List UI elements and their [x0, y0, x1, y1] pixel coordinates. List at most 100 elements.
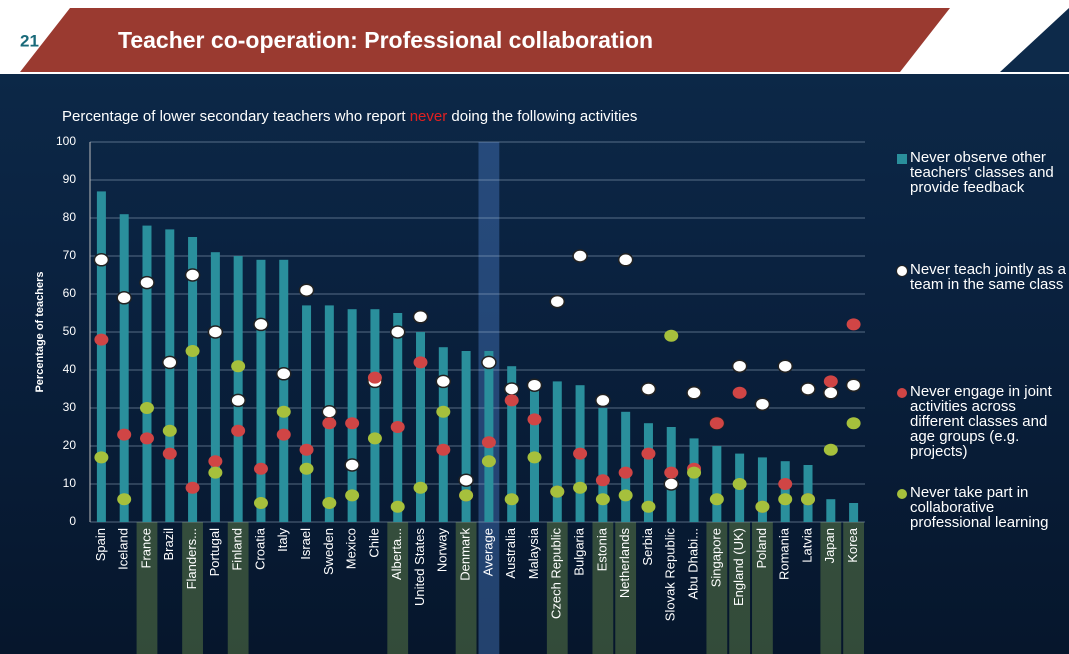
dot: [527, 413, 542, 426]
dot: [93, 253, 110, 267]
dot: [367, 432, 382, 445]
dot: [345, 489, 360, 502]
legend-label: Never engage in joint activities across …: [910, 383, 1052, 460]
dot: [299, 443, 314, 456]
dot: [435, 374, 452, 389]
dot: [846, 417, 861, 430]
dot: [185, 345, 200, 357]
x-tick-label: Average: [480, 528, 495, 576]
x-tick-label: Poland: [754, 528, 769, 568]
chart-title: Percentage of lower secondary teachers w…: [62, 108, 637, 125]
x-tick-label: Chile: [366, 528, 381, 558]
y-tick-label: 10: [63, 476, 77, 490]
dot: [299, 462, 314, 475]
slide-number: 21: [20, 31, 39, 50]
highlight-band: [455, 522, 477, 654]
dot: [231, 360, 246, 373]
legend-label: Never teach jointly as a team in the sam…: [910, 261, 1066, 293]
legend-label: Never take part in collaborative profess…: [910, 484, 1049, 531]
dot: [845, 378, 862, 392]
bar: [461, 351, 471, 522]
x-tick-label: Portugal: [207, 528, 222, 577]
bar: [96, 191, 106, 522]
dot: [617, 253, 634, 267]
x-tick-label: Netherlands: [617, 528, 632, 599]
dot: [481, 436, 496, 449]
bar: [757, 457, 767, 522]
bar: [256, 259, 266, 522]
dot: [139, 275, 155, 290]
x-tick-label: Mexico: [344, 528, 359, 569]
dot: [139, 432, 154, 445]
x-tick-label: United States: [412, 528, 427, 607]
x-tick-label: Korea: [845, 527, 860, 562]
dot: [436, 405, 451, 418]
x-tick-label: Japan: [822, 528, 837, 563]
title-part: doing the following activities: [447, 108, 637, 125]
x-tick-label: Serbia: [640, 527, 655, 565]
dot: [573, 447, 588, 460]
bar: [416, 332, 426, 522]
dot: [298, 283, 315, 297]
dot: [116, 291, 132, 305]
dot: [778, 493, 793, 506]
bar: [302, 305, 312, 522]
dot: [321, 405, 338, 419]
x-tick-label: France: [138, 528, 153, 568]
legend-swatch: [897, 388, 907, 398]
dot: [322, 497, 337, 509]
x-tick-label: Latvia: [799, 527, 814, 562]
dot: [595, 493, 610, 506]
x-tick-label: Abu Dhabi...: [685, 528, 700, 600]
dot: [754, 397, 771, 411]
dot: [618, 466, 633, 479]
dot: [549, 294, 566, 309]
highlight-band: [592, 522, 614, 654]
bar: [780, 461, 790, 522]
dot: [276, 367, 292, 381]
highlight-band: [182, 522, 203, 654]
x-tick-label: Finland: [230, 528, 245, 571]
dot: [641, 447, 656, 460]
bar: [347, 309, 357, 522]
dot: [184, 268, 201, 282]
dot: [322, 417, 337, 430]
y-tick-label: 0: [69, 514, 76, 528]
x-tick-label: Croatia: [252, 527, 267, 570]
dot: [595, 393, 611, 408]
highlight-band: [387, 522, 409, 654]
dot: [413, 481, 428, 494]
dot: [481, 355, 497, 370]
dot: [731, 359, 748, 373]
dot: [481, 455, 496, 468]
dot: [687, 466, 702, 479]
dot: [709, 417, 724, 430]
bar: [165, 229, 175, 522]
bar: [233, 256, 243, 522]
dot: [208, 466, 223, 479]
dot: [777, 359, 793, 373]
plot: 0 10 20 30 40 50 60 70 80 90 100 Spain Iceland France…: [56, 134, 865, 654]
title-part: Percentage of lower secondary teachers w…: [62, 108, 410, 125]
highlight-band: [820, 522, 842, 654]
dot: [345, 417, 360, 430]
bar: [393, 313, 403, 522]
bar: [210, 252, 220, 522]
bar: [849, 503, 859, 522]
x-tick-label: Spain: [93, 528, 108, 561]
x-tick-label: Romania: [777, 527, 792, 580]
dot: [367, 371, 382, 384]
y-tick-label: 80: [63, 210, 77, 224]
dot: [572, 249, 588, 263]
dot: [253, 462, 268, 475]
dot: [778, 478, 793, 490]
x-tick-label: Sweden: [321, 528, 336, 575]
dot: [755, 500, 770, 513]
bar: [188, 237, 198, 522]
dot: [117, 493, 132, 506]
bar: [507, 366, 517, 522]
dot: [162, 447, 177, 460]
y-tick-label: 20: [63, 438, 77, 452]
y-tick-label: 60: [63, 286, 77, 300]
